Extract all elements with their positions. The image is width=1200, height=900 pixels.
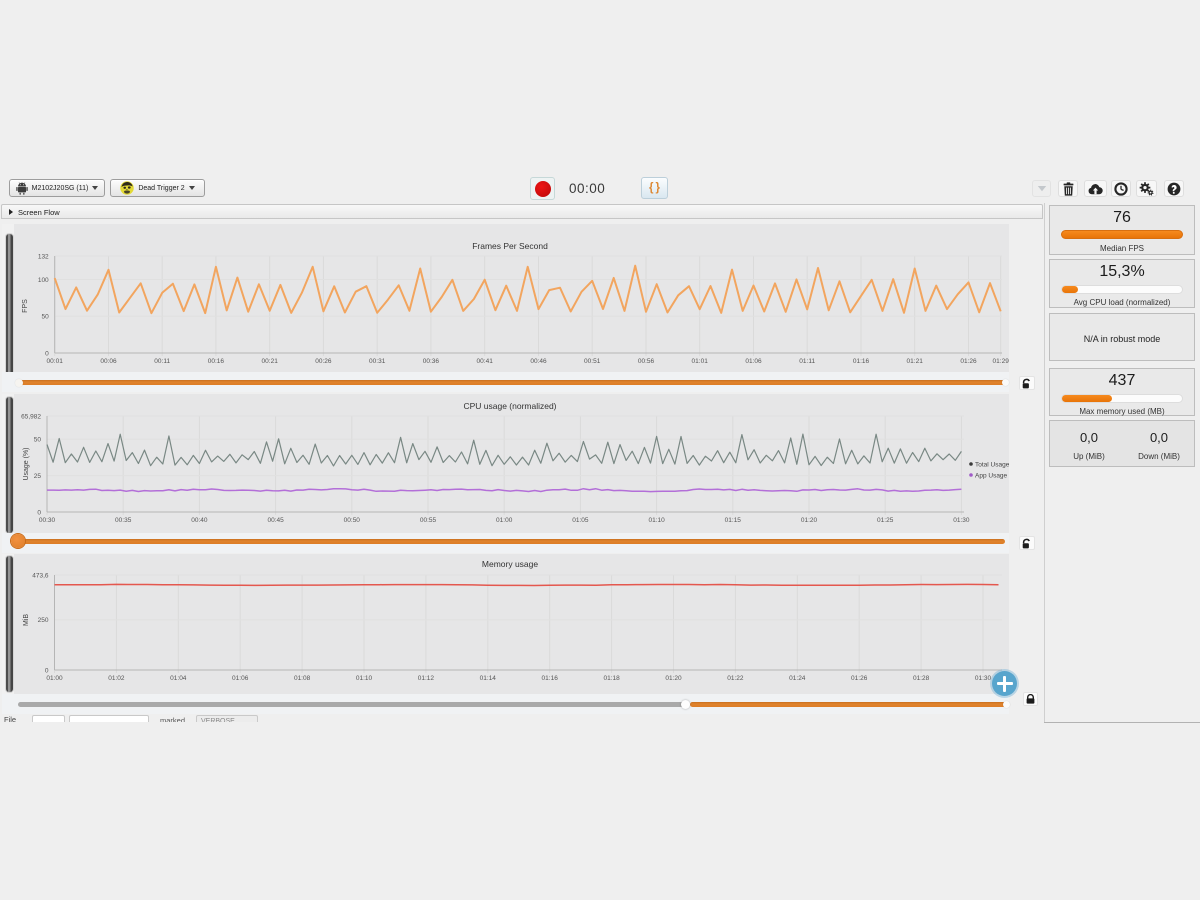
svg-text:01:00: 01:00 (496, 517, 513, 524)
svg-text:01:25: 01:25 (877, 517, 894, 524)
svg-text:00:56: 00:56 (638, 358, 655, 365)
svg-text:00:51: 00:51 (584, 358, 601, 365)
svg-text:100: 100 (38, 277, 49, 284)
svg-text:00:31: 00:31 (369, 358, 386, 365)
svg-text:Usage (%): Usage (%) (23, 447, 30, 480)
svg-text:01:06: 01:06 (745, 358, 762, 365)
svg-text:Total Usage: Total Usage (975, 462, 1009, 469)
svg-text:01:00: 01:00 (46, 675, 63, 682)
svg-text:50: 50 (34, 437, 42, 444)
svg-text:01:26: 01:26 (851, 675, 868, 682)
svg-text:00:41: 00:41 (477, 358, 494, 365)
svg-text:00:46: 00:46 (530, 358, 547, 365)
svg-text:01:04: 01:04 (170, 675, 187, 682)
svg-text:00:36: 00:36 (423, 358, 440, 365)
svg-text:01:16: 01:16 (853, 358, 870, 365)
svg-text:65,982: 65,982 (21, 413, 41, 420)
svg-text:Memory usage: Memory usage (482, 559, 538, 569)
svg-text:00:06: 00:06 (100, 358, 117, 365)
svg-text:00:30: 00:30 (39, 517, 56, 524)
svg-text:01:10: 01:10 (356, 675, 373, 682)
svg-text:App Usage: App Usage (975, 473, 1008, 480)
svg-text:01:12: 01:12 (418, 675, 435, 682)
svg-text:00:45: 00:45 (267, 517, 284, 524)
svg-text:01:15: 01:15 (725, 517, 742, 524)
svg-text:01:06: 01:06 (232, 675, 249, 682)
svg-text:0: 0 (45, 350, 49, 357)
svg-text:01:20: 01:20 (665, 675, 682, 682)
svg-text:01:10: 01:10 (648, 517, 665, 524)
svg-text:00:40: 00:40 (191, 517, 208, 524)
svg-text:01:05: 01:05 (572, 517, 589, 524)
svg-text:01:20: 01:20 (801, 517, 818, 524)
svg-text:01:11: 01:11 (799, 358, 815, 365)
svg-text:132: 132 (38, 253, 49, 260)
svg-text:MiB: MiB (23, 614, 30, 626)
svg-text:0: 0 (45, 667, 49, 674)
svg-text:01:21: 01:21 (907, 358, 924, 365)
svg-text:01:28: 01:28 (913, 675, 930, 682)
svg-text:CPU usage (normalized): CPU usage (normalized) (463, 401, 556, 411)
svg-text:00:55: 00:55 (420, 517, 437, 524)
svg-text:01:29: 01:29 (993, 358, 1009, 365)
svg-text:01:24: 01:24 (789, 675, 806, 682)
svg-text:00:50: 00:50 (344, 517, 361, 524)
svg-text:50: 50 (41, 314, 49, 321)
svg-text:01:22: 01:22 (727, 675, 744, 682)
svg-text:00:26: 00:26 (315, 358, 332, 365)
svg-text:25: 25 (34, 473, 42, 480)
svg-text:0: 0 (37, 509, 41, 516)
svg-text:01:02: 01:02 (108, 675, 125, 682)
svg-text:01:18: 01:18 (603, 675, 620, 682)
svg-text:00:16: 00:16 (208, 358, 225, 365)
svg-text:01:01: 01:01 (692, 358, 709, 365)
svg-text:00:01: 00:01 (47, 358, 64, 365)
svg-text:FPS: FPS (22, 299, 29, 313)
svg-text:01:26: 01:26 (960, 358, 977, 365)
svg-text:00:21: 00:21 (262, 358, 279, 365)
svg-text:473,6: 473,6 (32, 572, 49, 579)
svg-text:00:11: 00:11 (154, 358, 170, 365)
svg-text:01:14: 01:14 (480, 675, 497, 682)
svg-text:01:16: 01:16 (542, 675, 559, 682)
svg-text:01:30: 01:30 (975, 675, 992, 682)
svg-text:250: 250 (38, 617, 49, 624)
svg-text:01:30: 01:30 (953, 517, 970, 524)
svg-text:00:35: 00:35 (115, 517, 132, 524)
svg-text:Frames Per Second: Frames Per Second (472, 241, 548, 251)
svg-text:01:08: 01:08 (294, 675, 311, 682)
